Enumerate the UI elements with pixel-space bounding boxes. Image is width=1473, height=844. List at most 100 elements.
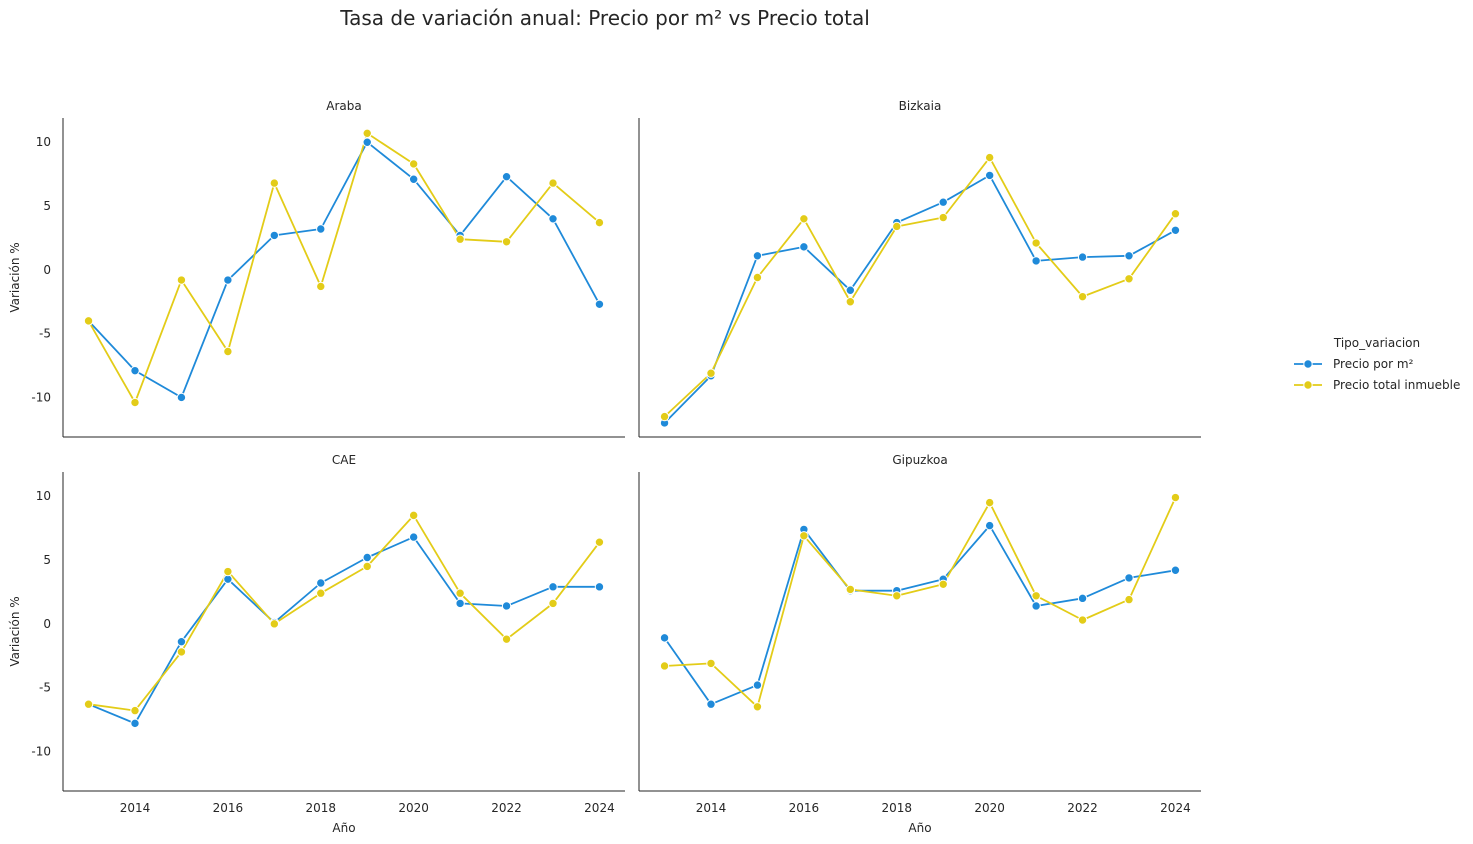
data-point-precio-m2 (130, 365, 140, 376)
series-line-precio-m2 (87, 141, 601, 399)
data-point-precio-m2 (594, 582, 605, 592)
data-point-precio-total (548, 178, 558, 188)
y-tick-label: 5 (43, 199, 51, 213)
data-point-precio-total (1170, 209, 1181, 219)
data-point-precio-m2 (548, 582, 558, 592)
data-point-precio-total (752, 702, 763, 712)
data-point-precio-m2 (223, 275, 233, 285)
legend: Tipo_variacion Precio por m² Precio total… (1294, 336, 1460, 392)
data-point-precio-m2 (1077, 593, 1088, 604)
x-tick-label: 2020 (398, 801, 429, 815)
data-point-precio-m2 (362, 552, 372, 563)
data-point-precio-total (594, 217, 605, 228)
data-point-precio-total (176, 275, 187, 285)
data-point-precio-total (223, 566, 233, 577)
data-point-precio-total (1124, 274, 1134, 284)
data-point-precio-m2 (1170, 565, 1181, 575)
data-point-precio-m2 (130, 718, 140, 729)
data-point-precio-total (845, 297, 856, 307)
x-axis-label: Año (332, 821, 355, 835)
y-axis-label: Variación % (8, 596, 22, 666)
data-point-precio-total (130, 397, 140, 408)
data-point-precio-total (176, 647, 187, 657)
data-point-precio-total (269, 619, 280, 629)
data-point-precio-total (659, 661, 670, 671)
panel-gipuzkoa: Gipuzkoa 2014 2016 2018 2020 2022 2024 Año (638, 453, 1201, 835)
data-point-precio-m2 (1170, 225, 1181, 235)
x-tick-label: 2020 (974, 801, 1005, 815)
x-tick-label: 2016 (213, 801, 244, 815)
panel-cae: CAE -10 -5 0 5 10 Variación % 2014 2016 2018 2020 2… (8, 453, 625, 835)
data-point-precio-m2 (1031, 601, 1041, 611)
panel-title-cae: CAE (332, 453, 356, 467)
data-point-precio-m2 (501, 171, 512, 182)
data-point-precio-total (1170, 492, 1181, 503)
y-tick-label: -10 (31, 390, 51, 404)
data-point-precio-m2 (408, 174, 419, 184)
panel-title-bizkaia: Bizkaia (899, 99, 942, 113)
data-point-precio-m2 (752, 680, 763, 690)
data-point-precio-m2 (176, 392, 187, 403)
y-tick-label: 0 (43, 263, 51, 277)
series-line-precio-total (664, 497, 1177, 708)
data-point-precio-total (706, 658, 716, 669)
data-point-precio-total (1124, 594, 1134, 605)
data-point-precio-m2 (269, 230, 280, 241)
data-point-precio-m2 (752, 251, 763, 261)
data-point-precio-total (408, 159, 419, 169)
data-point-precio-total (938, 212, 948, 223)
data-point-precio-m2 (984, 520, 995, 531)
legend-title: Tipo_variacion (1333, 336, 1420, 350)
x-tick-label: 2016 (789, 801, 820, 815)
x-tick-label: 2018 (306, 801, 337, 815)
legend-swatch-marker (1303, 359, 1313, 369)
data-point-precio-total (594, 537, 605, 547)
data-point-precio-total (501, 237, 512, 247)
data-point-precio-m2 (1124, 573, 1134, 583)
y-tick-label: 0 (43, 617, 51, 631)
facet-panels: Araba -10 -5 0 5 10 Variación % Bizkaia CAE -10 -5… (8, 99, 1201, 835)
y-tick-label: -5 (39, 327, 51, 341)
data-point-precio-m2 (408, 532, 419, 542)
x-tick-label: 2022 (491, 801, 522, 815)
data-point-precio-total (362, 128, 372, 139)
data-point-precio-total (706, 368, 716, 378)
data-point-precio-total (455, 588, 465, 598)
data-point-precio-total (1077, 291, 1088, 302)
data-point-precio-total (548, 598, 558, 609)
data-point-precio-m2 (799, 242, 809, 252)
y-tick-label: -10 (31, 744, 51, 758)
data-point-precio-total (316, 588, 326, 598)
data-point-precio-m2 (362, 137, 372, 147)
y-tick-label: 5 (43, 553, 51, 567)
data-point-precio-m2 (1077, 252, 1088, 262)
data-point-precio-m2 (706, 699, 716, 709)
data-point-precio-m2 (501, 601, 512, 611)
x-tick-label: 2018 (882, 801, 913, 815)
data-point-precio-total (752, 272, 763, 283)
y-tick-label: -5 (39, 681, 51, 695)
data-point-precio-total (83, 316, 94, 326)
data-point-precio-m2 (984, 170, 995, 181)
series-line-precio-m2 (663, 174, 1176, 424)
data-point-precio-m2 (548, 214, 558, 224)
legend-entry-label: Precio por m² (1333, 357, 1414, 371)
x-axis-label: Año (908, 821, 931, 835)
data-point-precio-total (845, 584, 856, 595)
data-point-precio-total (316, 281, 326, 292)
legend-entry-label: Precio total inmueble (1333, 378, 1460, 392)
data-point-precio-total (799, 531, 809, 541)
data-point-precio-total (892, 221, 902, 232)
data-point-precio-total (83, 699, 94, 709)
data-point-precio-m2 (455, 598, 465, 609)
series-line-precio-m2 (663, 524, 1176, 706)
data-point-precio-total (1077, 615, 1088, 625)
x-tick-label: 2022 (1067, 801, 1098, 815)
data-point-precio-total (984, 152, 995, 163)
data-point-precio-m2 (659, 633, 670, 643)
data-point-precio-total (1031, 591, 1041, 601)
data-point-precio-m2 (316, 224, 326, 234)
panel-araba: Araba -10 -5 0 5 10 Variación % (8, 99, 625, 438)
data-point-precio-total (659, 411, 670, 422)
chart-title: Tasa de variación anual: Precio por m² v… (339, 6, 870, 30)
